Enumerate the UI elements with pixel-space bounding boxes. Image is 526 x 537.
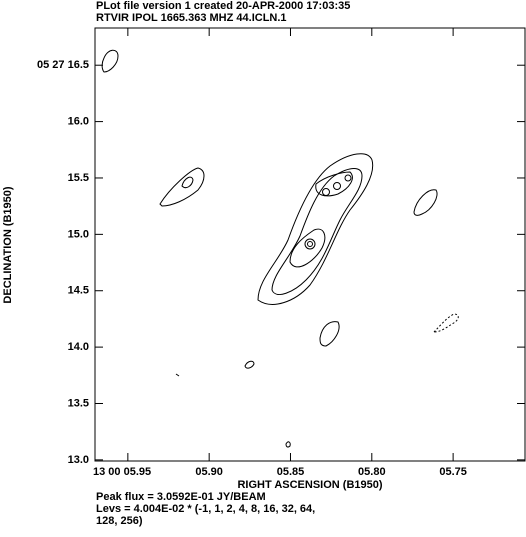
contour <box>285 441 291 448</box>
contour <box>315 171 353 197</box>
chart-title: PLot file version 1 created 20-APR-2000 … <box>96 0 350 12</box>
x-tick-label: 05.75 <box>439 466 467 478</box>
contour <box>101 49 119 73</box>
contour <box>244 360 255 369</box>
y-tick-label: 14.5 <box>68 285 89 297</box>
footer-line: 128, 256) <box>96 515 143 527</box>
x-tick-label: 05.85 <box>277 466 305 478</box>
contour <box>159 167 205 207</box>
y-tick-label: 14.0 <box>68 341 89 353</box>
x-axis-label: RIGHT ASCENSION (B1950) <box>237 479 382 491</box>
contour <box>181 176 194 189</box>
footer-line: Levs = 4.004E-02 * (-1, 1, 2, 4, 8, 16, … <box>96 503 315 515</box>
contour <box>344 174 352 182</box>
contour <box>289 228 326 268</box>
contours <box>101 49 459 448</box>
y-axis-label: DECLINATION (B1950) <box>2 186 14 303</box>
contour <box>333 182 341 190</box>
footer-line: Peak flux = 3.0592E-01 JY/BEAM <box>96 491 266 503</box>
contour <box>322 188 330 196</box>
y-tick-label: 05 27 16.5 <box>37 59 89 71</box>
contour <box>257 153 374 305</box>
plot-frame <box>94 27 526 462</box>
contour <box>307 241 313 247</box>
contour <box>304 238 316 250</box>
chart-subtitle: RTVIR IPOL 1665.363 MHZ 44.ICLN.1 <box>96 12 287 24</box>
x-tick-label: 13 00 05.95 <box>93 466 151 478</box>
y-tick-label: 16.0 <box>68 115 89 127</box>
y-tick-label: 15.0 <box>68 228 89 240</box>
y-tick-label: 13.5 <box>68 397 89 409</box>
contour <box>413 189 438 216</box>
contour <box>319 321 340 347</box>
x-tick-label: 05.80 <box>358 466 386 478</box>
contour <box>271 168 363 295</box>
contour <box>432 313 459 333</box>
x-tick-label: 05.90 <box>195 466 223 478</box>
y-tick-label: 15.5 <box>68 172 89 184</box>
contour <box>175 373 180 377</box>
y-tick-label: 13.0 <box>68 454 89 466</box>
